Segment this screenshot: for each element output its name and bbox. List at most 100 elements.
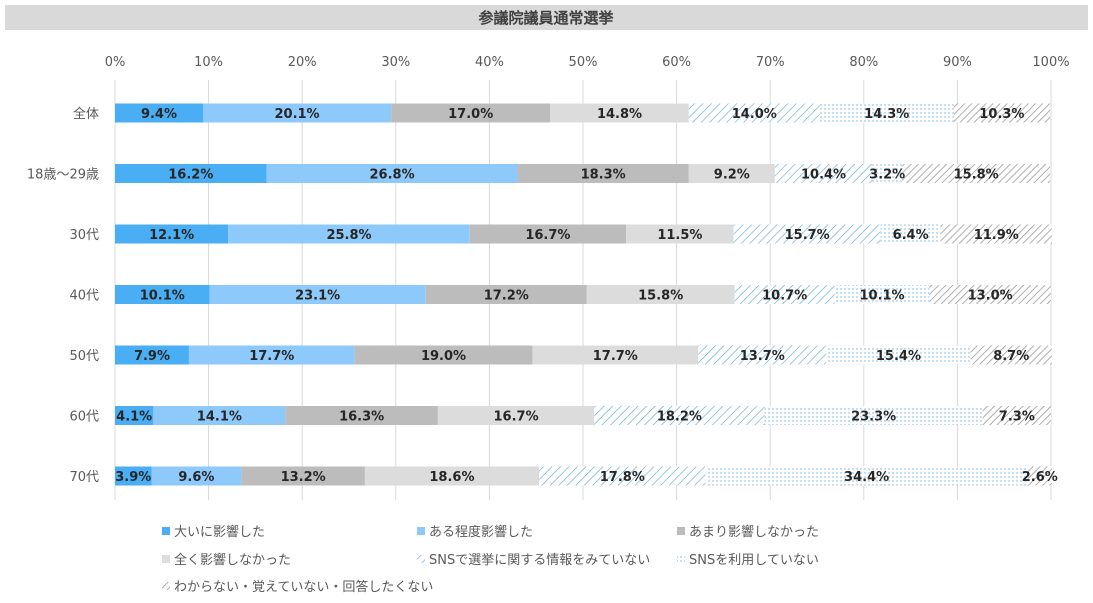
bar-segment [469, 224, 627, 244]
legend-label: ある程度影響した [429, 524, 533, 540]
bar-segment [115, 285, 210, 304]
bar-segment [929, 285, 1051, 304]
data-label: 14.8% [597, 107, 642, 122]
data-label: 14.1% [197, 410, 242, 425]
bar-segment [517, 164, 689, 183]
data-label: 23.1% [295, 289, 340, 304]
legend-label: SNSで選挙に関する情報をみていない [429, 553, 650, 568]
bar-segment [880, 224, 941, 244]
bar-segment [734, 285, 835, 304]
data-label: 18.2% [657, 410, 702, 425]
y-category-label: 50代 [69, 349, 99, 364]
legend-label: 大いに影響した [174, 524, 265, 540]
data-label: 7.3% [999, 410, 1035, 425]
bar-segment [586, 285, 735, 304]
title-band [5, 5, 1088, 30]
data-label: 10.1% [859, 289, 904, 304]
x-tick-label: 40% [475, 55, 504, 70]
data-label: 15.4% [876, 349, 921, 364]
bar-segment [151, 466, 242, 486]
legend-label: 全く影響しなかった [174, 552, 291, 568]
legend-label: SNSを利用していない [689, 553, 819, 568]
x-tick-label: 0% [105, 55, 126, 70]
data-label: 14.3% [864, 107, 909, 122]
bar-segment [228, 224, 470, 244]
x-tick-label: 20% [288, 55, 317, 70]
data-label: 3.9% [115, 470, 151, 485]
data-label: 10.3% [979, 107, 1024, 122]
data-label: 8.7% [993, 349, 1029, 364]
legend-swatch [162, 555, 170, 563]
bar-segment [391, 103, 551, 123]
bar-segment [698, 345, 827, 365]
data-label: 2.6% [1022, 470, 1058, 485]
data-label: 4.1% [116, 410, 152, 425]
data-labels: 9.4% 20.1% 17.0% 14.8% 14.0% 14.3% 10.3% 16.2% 2… [115, 107, 1058, 485]
bar-segment [266, 164, 518, 183]
bar-segment [115, 224, 229, 244]
data-label: 17.0% [448, 107, 493, 122]
bar-segment [285, 406, 438, 425]
bar-segment [241, 466, 365, 486]
bar-segment [774, 164, 873, 183]
data-label: 12.1% [149, 228, 194, 243]
bar-segment [872, 164, 903, 183]
legend-swatch [677, 527, 685, 535]
x-tick-label: 90% [943, 55, 972, 70]
data-label: 9.6% [178, 470, 214, 485]
data-label: 15.8% [954, 168, 999, 183]
data-label: 13.7% [740, 349, 785, 364]
data-label: 10.4% [801, 168, 846, 183]
data-label: 17.2% [484, 289, 529, 304]
data-label: 17.7% [593, 349, 638, 364]
legend-swatch [162, 527, 170, 535]
data-label: 26.8% [370, 168, 415, 183]
bar-segment [115, 103, 203, 123]
legend-swatch [677, 555, 685, 563]
legend-label: わからない・覚えていない・回答したくない [174, 579, 433, 595]
bar-segment [364, 466, 540, 486]
bar-segment [209, 285, 426, 304]
bar-segment [202, 103, 392, 123]
bar-segment [425, 285, 587, 304]
data-label: 16.7% [525, 228, 570, 243]
data-label: 13.2% [281, 470, 326, 485]
bar-segment [188, 345, 355, 365]
data-label: 9.4% [141, 107, 177, 122]
bar-segment [834, 285, 930, 304]
bar-segment [826, 345, 971, 365]
y-category-label: 60代 [69, 410, 99, 425]
data-label: 15.8% [638, 289, 683, 304]
x-tick-label: 30% [381, 55, 410, 70]
legend-swatch [417, 527, 425, 535]
bar-segment [594, 406, 765, 425]
bar-segment [819, 103, 954, 123]
data-label: 34.4% [844, 470, 889, 485]
data-label: 25.8% [326, 228, 371, 243]
bar-segment [970, 345, 1052, 365]
x-tick-label: 10% [194, 55, 223, 70]
data-label: 19.0% [421, 349, 466, 364]
y-category-label: 40代 [69, 289, 99, 304]
bar-segment [532, 345, 699, 365]
y-category-label: 30代 [69, 228, 99, 243]
legend-swatch [417, 555, 425, 563]
legend-label: あまり影響しなかった [689, 524, 819, 540]
data-label: 20.1% [274, 107, 319, 122]
bar-segment [688, 164, 775, 183]
data-label: 15.7% [785, 228, 830, 243]
bar-segment [550, 103, 689, 123]
x-tick-label: 50% [569, 55, 598, 70]
bar-segment [539, 466, 706, 486]
data-label: 10.1% [140, 289, 185, 304]
chart-title: 参議院議員通常選挙 [478, 9, 614, 27]
data-label: 17.7% [249, 349, 294, 364]
bar-segment [626, 224, 734, 244]
bars [115, 103, 1052, 486]
y-category-label: 全体 [73, 106, 99, 122]
data-label: 17.8% [600, 470, 645, 485]
data-label: 11.5% [657, 228, 702, 243]
bar-segment [940, 224, 1052, 244]
